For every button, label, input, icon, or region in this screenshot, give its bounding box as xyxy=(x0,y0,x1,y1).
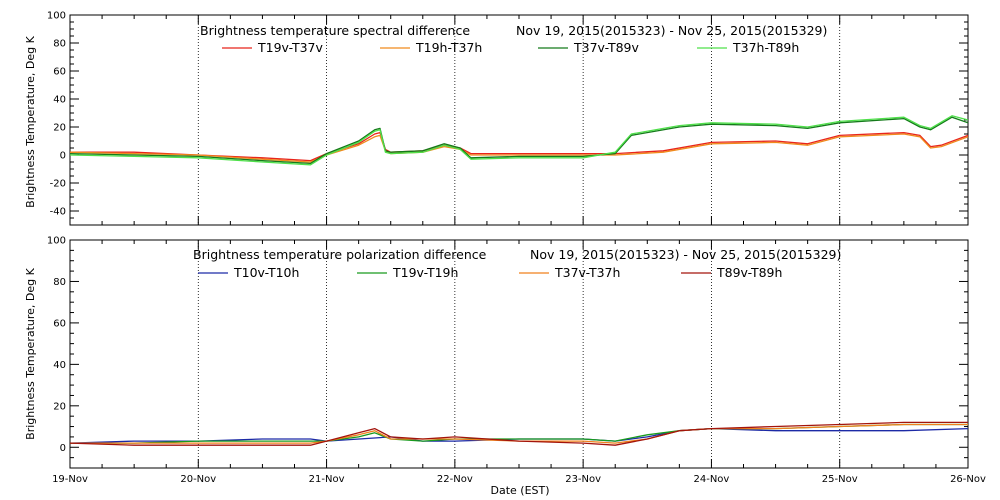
series-line-t89v-t89h xyxy=(69,421,968,446)
x-tick-label: 22-Nov xyxy=(437,474,473,485)
polarization-y-tick-label: 100 xyxy=(47,236,66,247)
spectral-y-tick-label: 40 xyxy=(53,95,66,106)
series-line-t37v-t37h xyxy=(70,423,968,444)
spectral-y-axis-label: Brightness Temperature, Deg K xyxy=(24,35,37,207)
polarization-grid xyxy=(197,240,841,468)
polarization-legend: T10v-T10h T19v-T19h T37v-T37h T89v-T89h xyxy=(198,265,782,280)
legend-label-t89v-t89h: T89v-T89h xyxy=(716,265,782,280)
polarization-y-tick-label: 40 xyxy=(53,360,66,371)
spectral-y-tick-label: 20 xyxy=(53,123,66,134)
polarization-y-tick-label: 0 xyxy=(60,443,66,454)
spectral-y-tick-label: 60 xyxy=(53,67,66,78)
x-tick-label: 25-Nov xyxy=(822,474,858,485)
spectral-chart-title: Brightness temperature spectral differen… xyxy=(200,23,470,38)
legend-label-t19v-t37v: T19v-T37v xyxy=(257,40,324,55)
x-axis-label: Date (EST) xyxy=(490,484,549,497)
spectral-y-tick-label: -40 xyxy=(50,207,66,218)
polarization-y-axis-label: Brightness Temperature, Deg K xyxy=(24,267,37,439)
series-line-t37h-t89h xyxy=(69,115,969,166)
spectral-y-tick-label: 100 xyxy=(47,11,66,22)
spectral-grid xyxy=(197,15,841,225)
x-tick-label: 21-Nov xyxy=(309,474,345,485)
legend-label-t19h-t37h: T19h-T37h xyxy=(415,40,482,55)
polarization-date-range: Nov 19, 2015(2015323) - Nov 25, 2015(201… xyxy=(530,247,841,262)
polarization-plot-area xyxy=(69,421,969,446)
spectral-difference-panel: -40 -20 0 20 40 60 80 100 Brightness temperatur… xyxy=(24,11,969,226)
spectral-y-tick-label: 80 xyxy=(53,39,66,50)
spectral-y-axis: -40 -20 0 20 40 60 80 100 xyxy=(47,11,968,226)
legend-label-t10v-t10h: T10v-T10h xyxy=(233,265,299,280)
spectral-plot-area xyxy=(69,115,969,166)
spectral-x-axis xyxy=(69,15,969,225)
polarization-y-axis: 0 20 40 60 80 100 xyxy=(47,236,968,469)
polarization-y-tick-label: 80 xyxy=(53,277,66,288)
spectral-date-range: Nov 19, 2015(2015323) - Nov 25, 2015(201… xyxy=(516,23,827,38)
legend-label-t19v-t19h: T19v-T19h xyxy=(392,265,458,280)
legend-label-t37v-t89v: T37v-T89v xyxy=(573,40,640,55)
legend-label-t37v-t37h: T37v-T37h xyxy=(554,265,620,280)
x-tick-label: 24-Nov xyxy=(693,474,729,485)
series-line-t37v-t89v xyxy=(69,116,969,165)
polarization-y-tick-label: 20 xyxy=(53,401,66,412)
polarization-plot-frame xyxy=(69,239,969,469)
series-line-t19v-t37v xyxy=(70,131,969,162)
x-tick-label: 23-Nov xyxy=(565,474,601,485)
spectral-legend: T19v-T37v T19h-T37h T37v-T89v T37h-T89h xyxy=(222,40,799,55)
polarization-y-tick-label: 60 xyxy=(53,318,66,329)
x-tick-label: 26-Nov xyxy=(950,474,986,485)
polarization-chart-title: Brightness temperature polarization diff… xyxy=(193,247,487,262)
x-tick-label: 19-Nov xyxy=(52,474,88,485)
x-tick-label: 20-Nov xyxy=(180,474,216,485)
legend-label-t37h-t89h: T37h-T89h xyxy=(732,40,799,55)
spectral-y-tick-label: -20 xyxy=(50,179,66,190)
polarization-difference-panel: 0 20 40 60 80 100 19-Nov 20-Nov 21-Nov 22-Nov 23-… xyxy=(24,236,986,498)
spectral-y-tick-label: 0 xyxy=(60,151,66,162)
polarization-x-axis: 19-Nov 20-Nov 21-Nov 22-Nov 23-Nov 24-Nov 25-N… xyxy=(52,240,986,485)
spectral-plot-frame xyxy=(69,14,969,226)
